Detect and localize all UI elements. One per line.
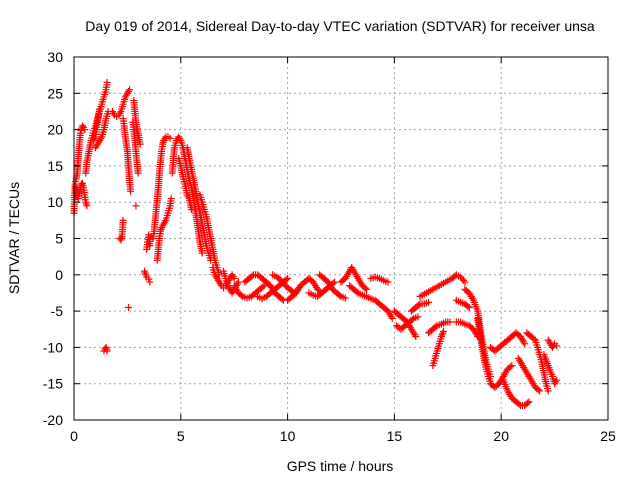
data-point (81, 126, 89, 134)
x-tick-label: 20 (493, 428, 509, 444)
data-point (536, 387, 544, 395)
data-point (465, 303, 473, 311)
x-tick-label: 0 (70, 428, 78, 444)
data-point (515, 400, 523, 408)
data-point (230, 274, 238, 282)
data-point (408, 316, 416, 324)
data-point (530, 335, 538, 343)
y-axis-label: SDTVAR / TECUs (6, 182, 22, 294)
data-point (79, 122, 87, 130)
x-tick-label: 15 (387, 428, 403, 444)
data-point (146, 242, 154, 250)
y-tick-label: 10 (47, 194, 63, 210)
data-point (521, 340, 529, 348)
data-point (234, 278, 242, 286)
data-point (432, 323, 440, 331)
data-point (134, 169, 142, 177)
data-point (187, 205, 195, 213)
data-point (136, 140, 144, 148)
data-point (388, 314, 396, 322)
data-point (361, 284, 369, 292)
data-point (524, 399, 532, 407)
y-tick-label: 30 (47, 49, 63, 65)
data-point (508, 362, 516, 370)
data-point (83, 202, 91, 210)
data-point (553, 376, 561, 384)
data-point (259, 283, 267, 291)
data-point (198, 249, 206, 257)
data-point (336, 291, 344, 299)
data-point (119, 216, 127, 224)
data-point (363, 285, 371, 293)
x-tick-label: 25 (600, 428, 616, 444)
data-point (415, 301, 423, 309)
y-tick-label: 20 (47, 122, 63, 138)
data-point (544, 387, 552, 395)
data-point (353, 288, 361, 296)
data-point (553, 342, 561, 350)
data-point (461, 278, 469, 286)
data-point (278, 295, 286, 303)
data-point (438, 331, 446, 339)
data-point (282, 276, 290, 284)
data-point (284, 274, 292, 282)
data-point (414, 313, 422, 321)
y-tick-label: -10 (43, 339, 63, 355)
chart-title: Day 019 of 2014, Sidereal Day-to-day VTE… (85, 18, 595, 34)
axis-ticks: 0 5 10 15 20 25 -20 -15 -10 -5 0 5 10 15 20 25 30 (43, 49, 616, 444)
data-point (127, 187, 135, 195)
data-point (248, 272, 256, 280)
data-point (110, 109, 118, 117)
y-tick-label: -5 (51, 303, 64, 319)
y-tick-label: 5 (55, 231, 63, 247)
x-axis-label: GPS time / hours (287, 458, 394, 474)
y-tick-label: 15 (47, 158, 63, 174)
data-point (412, 333, 420, 341)
data-point (331, 278, 339, 286)
data-point (341, 294, 349, 302)
data-point (446, 318, 454, 326)
grid (74, 57, 608, 420)
data-point (103, 347, 111, 355)
data-point (506, 363, 514, 371)
data-point (132, 202, 140, 210)
data-point (124, 303, 132, 311)
data-point (146, 278, 154, 286)
y-tick-label: 25 (47, 85, 63, 101)
data-point (437, 333, 445, 341)
data-point (77, 180, 85, 188)
data-point (534, 386, 542, 394)
data-point (425, 298, 433, 306)
data-point (237, 291, 245, 299)
data-point (440, 327, 448, 335)
x-tick-label: 5 (177, 428, 185, 444)
data-point (260, 282, 268, 290)
y-tick-label: -15 (43, 376, 63, 392)
data-point (459, 276, 467, 284)
data-marks (70, 78, 561, 409)
data-point (166, 134, 174, 142)
data-point (116, 109, 124, 117)
data-point (384, 278, 392, 286)
data-point (126, 86, 134, 94)
x-tick-label: 10 (280, 428, 296, 444)
data-point (103, 78, 111, 86)
data-point (464, 302, 472, 310)
y-tick-label: -20 (43, 412, 63, 428)
data-point (96, 105, 104, 113)
y-tick-label: 0 (55, 267, 63, 283)
data-point (439, 329, 447, 337)
data-point (525, 398, 533, 406)
data-point (167, 195, 175, 203)
